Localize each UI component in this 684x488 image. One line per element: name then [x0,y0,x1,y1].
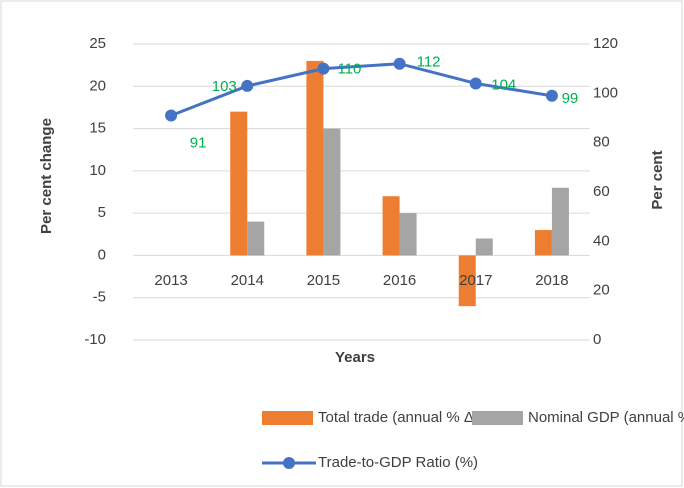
bar [323,128,341,256]
bar [247,221,265,256]
data-label: 99 [562,90,579,107]
y2-tick-label: 100 [593,84,618,101]
bar [399,213,417,256]
x-tick-label: 2014 [231,272,264,289]
data-label: 103 [212,78,237,95]
line-point [165,109,178,122]
bar [475,238,493,256]
y-tick-label: 20 [89,77,106,94]
y2-tick-label: 20 [593,282,610,299]
y-tick-label: 25 [89,35,106,52]
y2-tick-label: 80 [593,134,610,151]
data-label: 104 [491,76,516,93]
y-tick-label: -5 [93,289,106,306]
y2-tick-label: 0 [593,331,601,348]
data-label: 112 [417,54,441,71]
legend-swatch [472,411,523,425]
x-tick-label: 2018 [535,272,568,289]
y2-axis-title: Per cent [649,150,666,209]
x-axis-title: Years [335,349,375,366]
x-tick-label: 2013 [154,272,187,289]
legend-swatch [262,411,313,425]
data-label: 110 [337,61,361,78]
y2-tick-label: 60 [593,183,610,200]
data-label: 91 [190,135,207,152]
bar [382,196,400,256]
y-tick-label: -10 [84,331,106,348]
line-point [241,79,254,92]
bar [306,60,324,256]
x-tick-label: 2016 [383,272,416,289]
y-tick-label: 0 [98,246,106,263]
line [170,62,553,117]
x-tick-label: 2015 [307,272,340,289]
line-point [393,57,406,70]
y-tick-label: 5 [98,204,106,221]
line-point [545,89,558,102]
line-point [469,77,482,90]
x-tick-label: 2017 [459,272,492,289]
legend-label: Trade-to-GDP Ratio (%) [318,454,478,471]
y-axis-title: Per cent change [38,118,55,234]
y-tick-label: 10 [89,162,106,179]
legend-label: Total trade (annual % Δ) [318,409,479,426]
bar [458,255,476,307]
line-point [317,62,330,75]
y2-tick-label: 40 [593,232,610,249]
y2-tick-label: 120 [593,35,618,52]
legend-marker [283,457,295,469]
legend-label: Nominal GDP (annual % Δ) [528,409,684,426]
bar [551,187,569,256]
bar [534,230,552,256]
y-tick-label: 15 [89,120,106,137]
bar [230,111,248,256]
